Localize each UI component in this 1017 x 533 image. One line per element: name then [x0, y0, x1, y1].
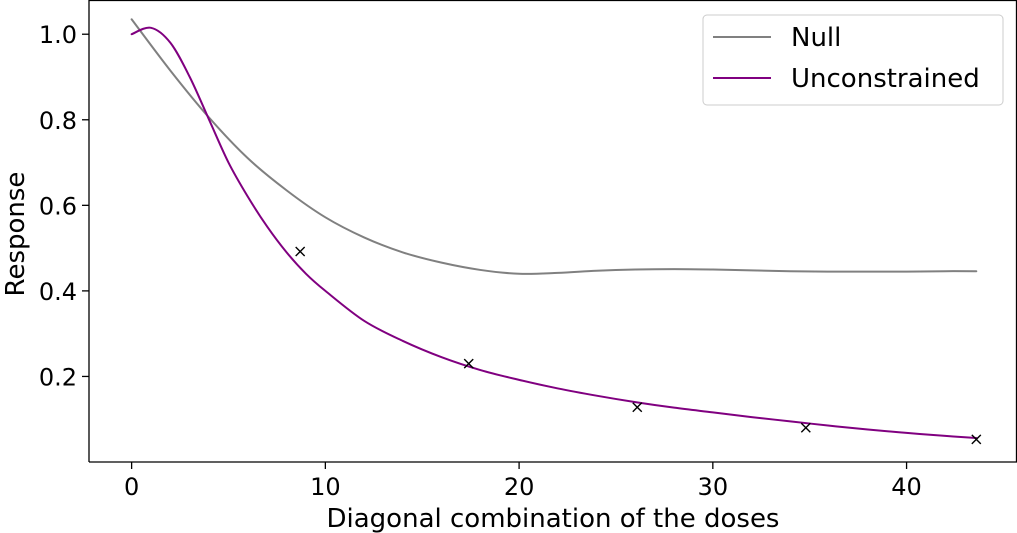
- y-tick-label: 0.6: [39, 192, 77, 220]
- data-point-marker: [632, 402, 643, 413]
- x-tick-label: 30: [698, 473, 729, 501]
- legend: Null Unconstrained: [702, 14, 1004, 106]
- data-point-marker: [295, 246, 306, 257]
- legend-label-unconstrained: Unconstrained: [791, 64, 980, 94]
- x-tick-label: 0: [124, 473, 139, 501]
- y-tick-label: 0.8: [39, 107, 77, 135]
- series-line-null: [130, 18, 978, 275]
- y-tick-label: 0.4: [39, 278, 77, 306]
- x-tick-label: 10: [310, 473, 341, 501]
- legend-label-null: Null: [791, 23, 841, 53]
- data-point-marker: [463, 358, 474, 369]
- y-tick-label: 0.2: [39, 363, 77, 391]
- x-tick-label: 40: [891, 473, 922, 501]
- data-markers: [295, 246, 982, 445]
- y-ticks: 0.2 0.4 0.6 0.8 1.0: [39, 21, 89, 391]
- data-point-marker: [800, 422, 811, 433]
- x-tick-label: 20: [504, 473, 535, 501]
- x-ticks: 0 10 20 30 40: [124, 462, 922, 501]
- x-axis-label: Diagonal combination of the doses: [327, 504, 780, 533]
- y-axis-label: Response: [1, 172, 31, 297]
- data-point-marker: [971, 434, 982, 445]
- legend-frame: [702, 14, 1004, 106]
- y-tick-label: 1.0: [39, 21, 77, 49]
